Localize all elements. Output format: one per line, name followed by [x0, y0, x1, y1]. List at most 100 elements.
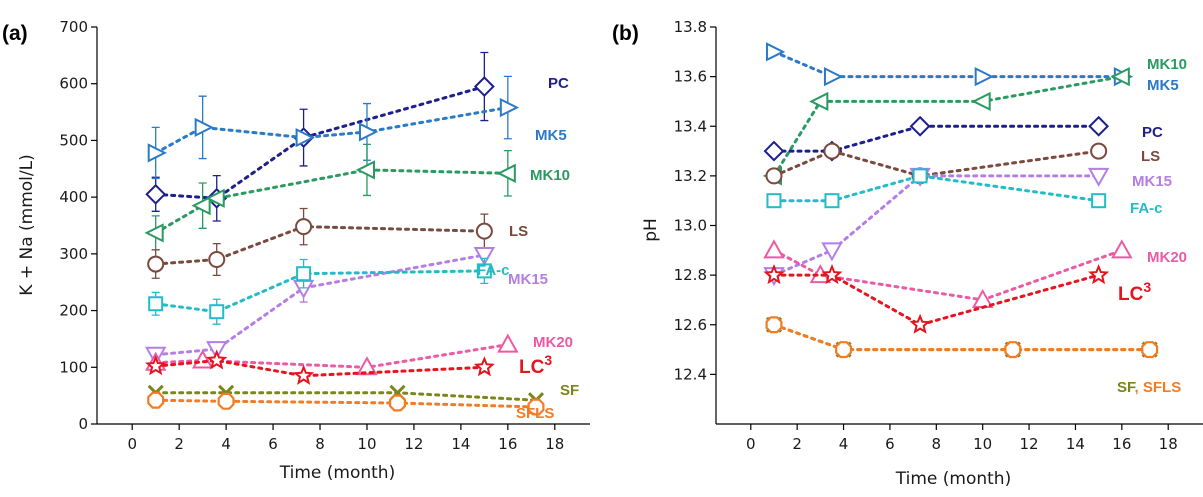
- data-point-mk10: [191, 196, 211, 216]
- data-point-mk10: [355, 160, 375, 180]
- y-axis-title: K + Na (mmol/L): [17, 154, 37, 295]
- series-line-sfls: [772, 323, 1152, 352]
- x-tick-label: 16: [498, 435, 517, 453]
- series-line-pc: [154, 85, 486, 200]
- series-mk15: [144, 246, 496, 366]
- data-point-lc3: [909, 313, 931, 334]
- data-point-lc3: [821, 263, 843, 285]
- series-label-ls: LS: [1141, 148, 1160, 165]
- data-point-mk5: [358, 122, 379, 142]
- data-point-lc3: [293, 364, 315, 385]
- series-label-sf-sfls: SF, SFLS: [1117, 379, 1181, 396]
- series-line-sf: [154, 391, 538, 402]
- y-tick-label: 13.6: [674, 68, 707, 86]
- series-line-fa-c: [154, 269, 486, 314]
- y-tick-label: 13.2: [674, 167, 707, 185]
- series-line-mk20: [154, 343, 510, 369]
- series-ls: [147, 207, 493, 279]
- x-tick-label: 10: [973, 435, 992, 453]
- data-point-fa-c: [209, 304, 225, 320]
- series-label-mk5: MK5: [535, 127, 567, 144]
- series-mk20: [144, 333, 519, 376]
- series-label-mk20: MK20: [533, 334, 573, 351]
- series-line-pc: [772, 124, 1101, 153]
- series-label-pc: PC: [548, 75, 569, 92]
- series-label-sfls: SFLS: [516, 405, 554, 422]
- series-line-lc3: [772, 273, 1101, 327]
- y-tick-label: 12.8: [674, 266, 707, 284]
- data-point-fa-c: [476, 263, 492, 279]
- x-tick-label: 4: [839, 435, 849, 453]
- series-mk20: [763, 239, 1133, 308]
- series-label-fa-c: FA-c: [1130, 200, 1163, 217]
- x-tick-label: 16: [1112, 435, 1131, 453]
- data-point-pc: [1088, 115, 1110, 137]
- series-line-fa-c: [772, 174, 1101, 203]
- data-point-mk10: [1110, 67, 1130, 87]
- data-point-mk20: [356, 356, 378, 376]
- data-point-ls: [475, 222, 493, 240]
- x-axis-title: Time (month): [279, 463, 395, 483]
- y-tick-label: 12.6: [674, 316, 707, 334]
- y-tick-label: 200: [59, 302, 88, 320]
- series-ls: [765, 142, 1108, 185]
- y-tick-label: 100: [59, 358, 88, 376]
- data-point-sfls: [389, 394, 406, 412]
- data-point-fa-c: [296, 266, 312, 282]
- data-point-mk5: [295, 127, 315, 148]
- data-point-fa-c: [766, 193, 782, 209]
- x-tick-label: 0: [127, 435, 137, 453]
- series-fa-c: [766, 168, 1107, 209]
- data-point-pc: [763, 140, 785, 162]
- series-label-superscript: 3: [1143, 279, 1151, 295]
- series-label-mk5: MK5: [1147, 77, 1179, 94]
- y-tick-label: 500: [59, 131, 88, 149]
- series-fa-c: [148, 257, 492, 325]
- data-point-pc: [473, 76, 495, 97]
- data-point-pc: [909, 115, 931, 137]
- y-tick-label: 13.4: [674, 117, 707, 135]
- y-tick-label: 13.0: [674, 217, 707, 235]
- series-label-lc3: LC3: [1118, 279, 1151, 305]
- x-tick-label: 12: [404, 435, 423, 453]
- x-tick-label: 0: [746, 435, 756, 453]
- series-label-superscript: 3: [544, 352, 552, 368]
- series-line-mk10: [772, 75, 1124, 178]
- data-point-lc3: [473, 356, 495, 377]
- x-tick-label: 4: [221, 435, 231, 453]
- data-point-mk5: [823, 67, 844, 87]
- series-sf: [147, 384, 545, 409]
- x-tick-label: 14: [1066, 435, 1085, 453]
- y-tick-label: 400: [59, 188, 88, 206]
- series-label-fa-c: FA-c: [477, 262, 510, 279]
- series-pc: [145, 51, 495, 222]
- series-line-sfls: [154, 398, 538, 409]
- series-line-ls: [154, 225, 486, 266]
- series-label-lc3: LC3: [519, 352, 552, 378]
- data-point-ls: [208, 251, 226, 269]
- data-point-sfls: [835, 341, 853, 359]
- y-tick-label: 13.8: [674, 18, 707, 36]
- x-tick-label: 2: [792, 435, 802, 453]
- series-lc3: [763, 263, 1110, 334]
- data-point-ls: [823, 142, 841, 160]
- y-tick-label: 0: [78, 415, 88, 433]
- x-tick-label: 6: [268, 435, 278, 453]
- x-axis-title: Time (month): [895, 469, 1011, 489]
- series-label-sfls: SFLS: [1143, 379, 1181, 396]
- data-point-sfls: [1004, 341, 1022, 359]
- data-point-sfls: [527, 398, 545, 416]
- series-line-mk20: [772, 248, 1124, 302]
- x-tick-label: 6: [885, 435, 895, 453]
- series-label-mk15: MK15: [508, 271, 548, 288]
- series-sfls: [765, 316, 1159, 359]
- x-tick-label: 18: [545, 435, 564, 453]
- data-point-mk5: [194, 117, 214, 138]
- series-mk10: [144, 143, 516, 251]
- series-label-sf: SF: [560, 382, 579, 399]
- series-label-mk15: MK15: [1132, 173, 1172, 190]
- data-point-mk5: [974, 67, 994, 87]
- series-lc3: [145, 349, 495, 385]
- panel-label: (b): [612, 22, 639, 45]
